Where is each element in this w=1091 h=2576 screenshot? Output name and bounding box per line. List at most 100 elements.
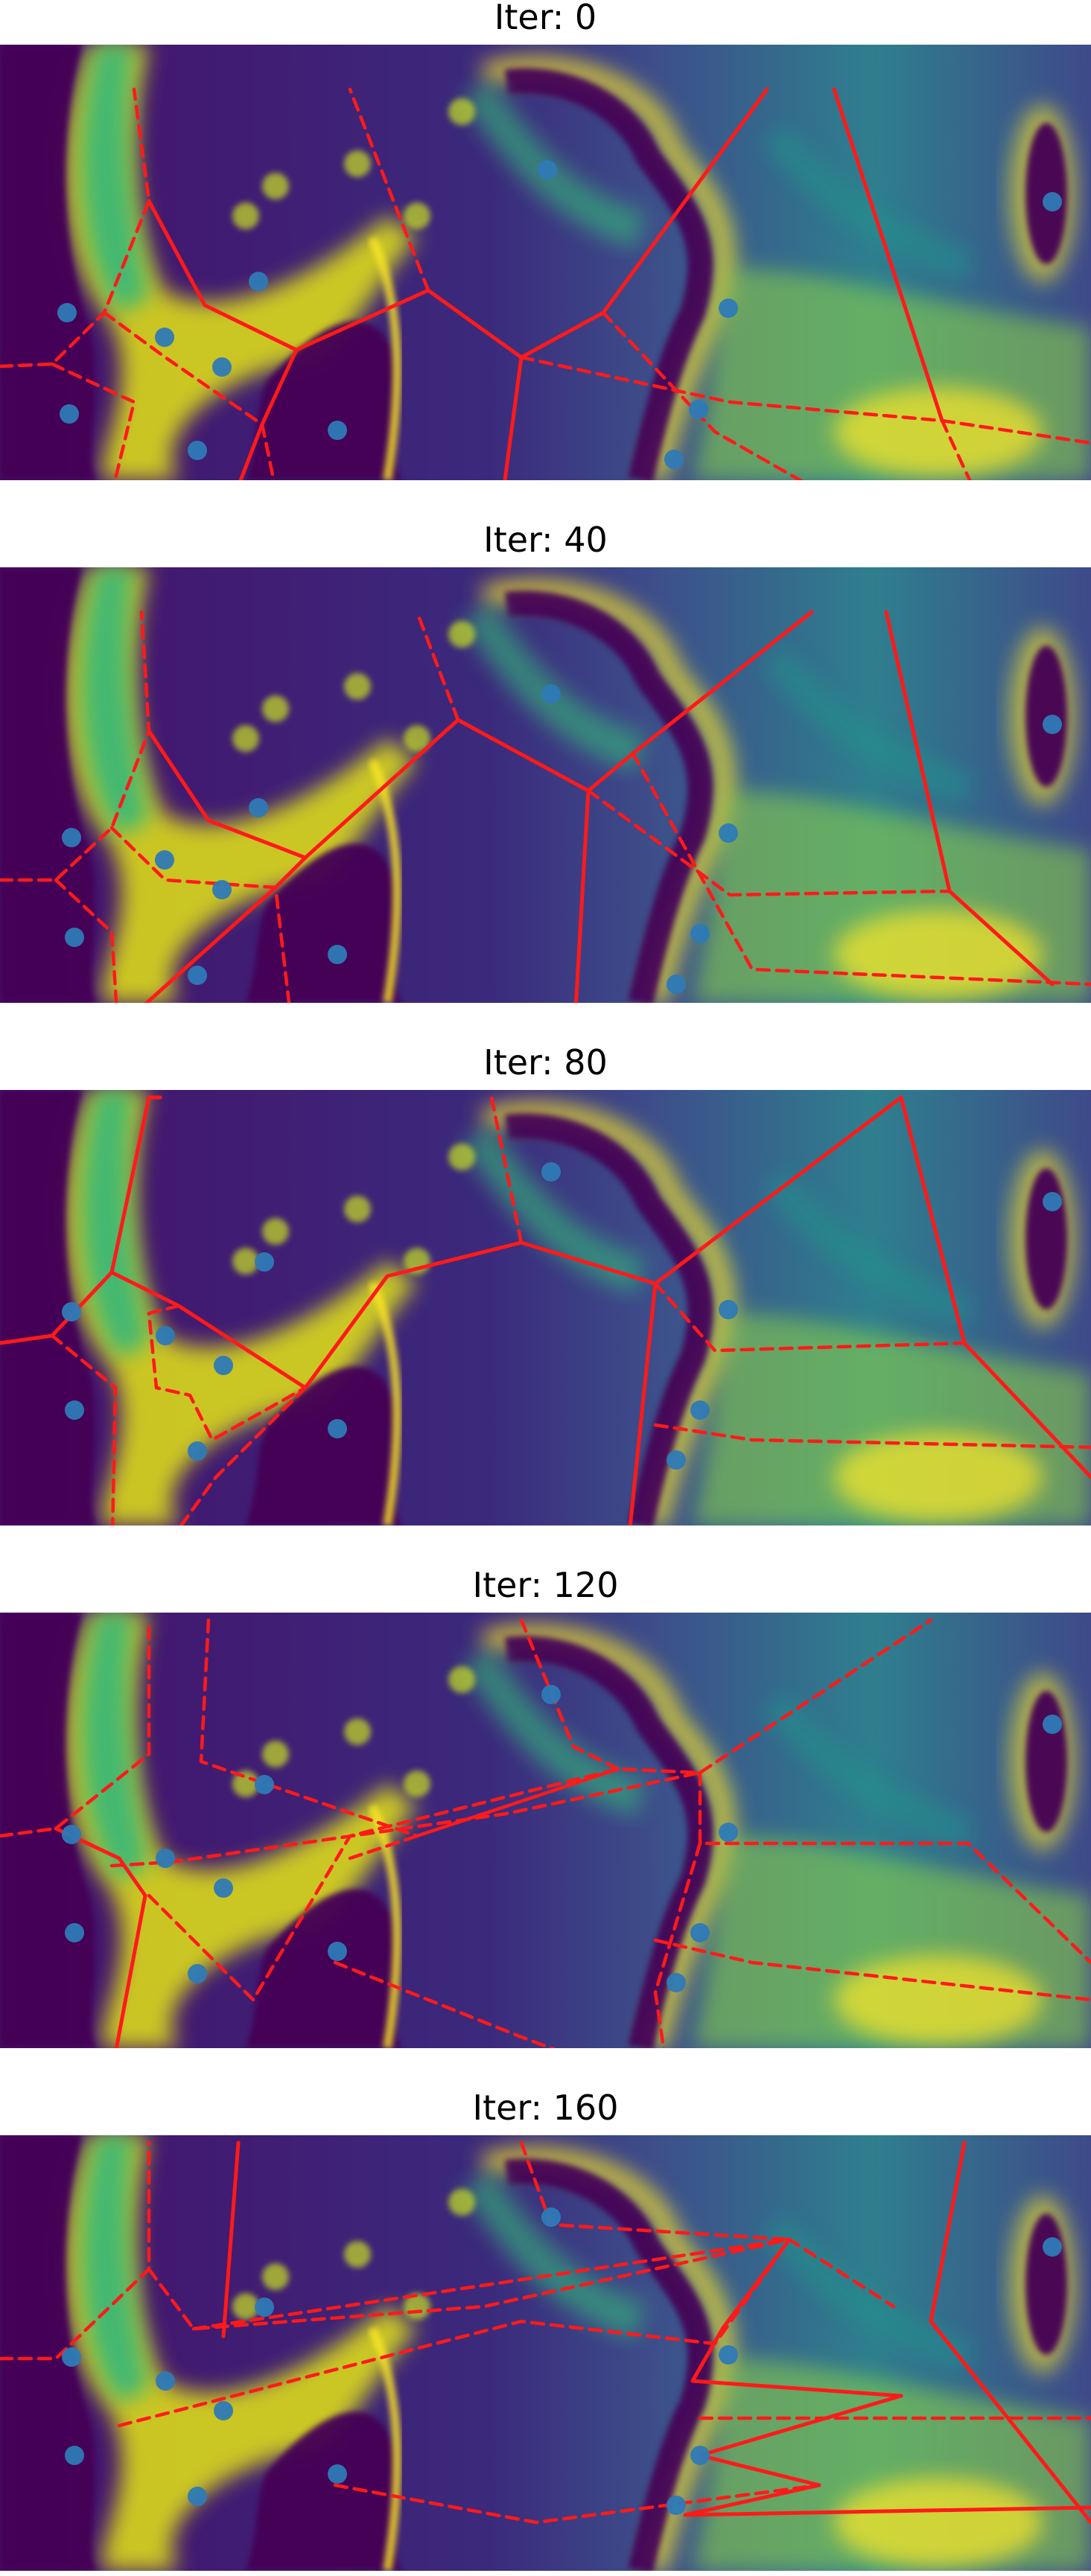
site-points xyxy=(62,2207,1062,2515)
boundary-line xyxy=(653,1938,1091,2002)
boundary-lines xyxy=(0,1095,1091,1525)
site-point xyxy=(690,2446,710,2465)
boundary-line xyxy=(503,355,524,480)
boundary-line xyxy=(147,1618,933,2002)
site-point xyxy=(255,2298,274,2317)
site-point xyxy=(214,1356,233,1375)
boundary-line xyxy=(489,1095,524,1245)
site-point xyxy=(328,2464,347,2484)
boundary-line xyxy=(117,2237,792,2428)
site-point xyxy=(690,924,710,943)
map-panel-2 xyxy=(0,1090,1091,1525)
boundary-line xyxy=(601,310,804,480)
boundary-line xyxy=(653,1841,702,2048)
boundary-line xyxy=(0,610,151,882)
site-point xyxy=(214,2401,233,2420)
boundary-line xyxy=(333,1960,556,2048)
boundary-line xyxy=(947,889,1055,986)
site-point xyxy=(719,2345,738,2365)
boundary-line xyxy=(179,1386,308,1525)
site-point xyxy=(188,441,207,460)
map-panel-4 xyxy=(0,2135,1091,2571)
site-point xyxy=(664,450,684,469)
site-point xyxy=(62,2347,81,2367)
site-point xyxy=(667,2496,686,2515)
boundary-line xyxy=(0,2140,151,2361)
boundary-line xyxy=(519,355,972,480)
heatmap-background xyxy=(0,567,1091,1003)
site-point xyxy=(667,1450,686,1470)
boundary-line xyxy=(147,2237,896,2331)
site-point xyxy=(328,1942,347,1961)
site-point xyxy=(690,1923,710,1942)
map-panel-3 xyxy=(0,1613,1091,2048)
site-point xyxy=(328,1419,347,1438)
boundary-line xyxy=(653,1281,967,1353)
heatmap-background xyxy=(0,45,1091,480)
boundary-line xyxy=(962,1341,1091,1479)
site-point xyxy=(541,1162,561,1182)
site-point xyxy=(155,850,174,870)
site-point xyxy=(328,945,347,964)
boundary-line xyxy=(832,87,944,423)
site-point xyxy=(212,357,232,377)
boundary-line xyxy=(653,1423,1091,1450)
site-point xyxy=(188,966,207,985)
site-point xyxy=(667,1973,686,1992)
boundary-line xyxy=(586,788,952,897)
site-point xyxy=(1043,192,1062,211)
site-point xyxy=(1043,2237,1062,2257)
site-point xyxy=(1043,1715,1062,1734)
site-point xyxy=(156,1849,175,1868)
site-point xyxy=(65,2446,84,2465)
site-point xyxy=(57,303,77,322)
map-panel-0 xyxy=(0,45,1091,480)
boundary-line xyxy=(573,788,591,1003)
site-point xyxy=(719,823,738,843)
site-point xyxy=(541,1685,561,1704)
boundary-line xyxy=(54,1826,147,2048)
site-point xyxy=(65,1400,84,1420)
site-point xyxy=(62,1302,81,1322)
boundary-line xyxy=(698,1770,1091,1965)
boundary-line xyxy=(415,610,460,722)
site-point xyxy=(690,1400,710,1420)
boundary-line xyxy=(631,751,1091,986)
site-points xyxy=(62,684,1062,994)
boundary-line xyxy=(348,87,430,293)
site-point xyxy=(255,1252,274,1272)
boundary-line xyxy=(0,1618,151,1838)
site-point xyxy=(328,421,347,440)
panel-title-2: Iter: 80 xyxy=(483,1042,608,1083)
boundary-lines xyxy=(0,87,1091,480)
panel-title-3: Iter: 120 xyxy=(472,1565,619,1605)
boundary-line xyxy=(54,878,118,1003)
site-point xyxy=(719,1823,738,1842)
heatmap-background xyxy=(0,2135,1091,2571)
site-point xyxy=(155,328,174,347)
panel-title-1: Iter: 40 xyxy=(483,520,608,560)
boundary-line xyxy=(899,1095,967,1345)
boundary-line xyxy=(690,2237,903,2398)
boundary-line xyxy=(191,2237,792,2331)
site-point xyxy=(538,160,557,179)
site-point xyxy=(188,2487,207,2506)
boundary-line xyxy=(884,610,952,893)
site-point xyxy=(667,975,686,994)
boundary-line xyxy=(50,1333,118,1525)
site-point xyxy=(719,299,738,318)
panel-title-4: Iter: 160 xyxy=(472,2088,619,2128)
site-point xyxy=(1043,715,1062,734)
site-point xyxy=(212,880,232,899)
site-point xyxy=(188,1964,207,1983)
boundary-line xyxy=(348,1767,620,1861)
heatmap-background xyxy=(0,1090,1091,1525)
site-point xyxy=(689,400,708,419)
site-point xyxy=(249,798,268,817)
site-points xyxy=(62,1162,1062,1470)
site-point xyxy=(156,2371,175,2391)
site-point xyxy=(541,684,561,704)
boundary-line xyxy=(940,418,1091,445)
boundary-line xyxy=(109,1770,702,1868)
boundary-line xyxy=(929,2140,1091,2525)
